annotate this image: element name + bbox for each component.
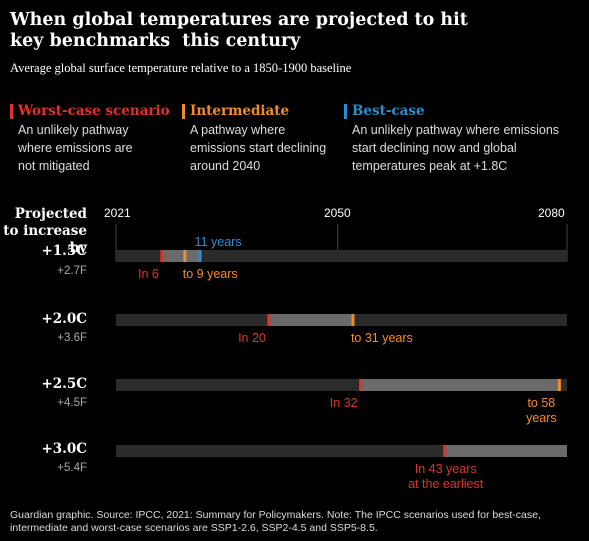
legend-swatch-best (344, 104, 347, 119)
x-tick-2050: 2050 (324, 206, 351, 220)
range-bar-row-2 (268, 314, 353, 326)
best-marker-row-1 (198, 250, 202, 262)
row-sublabel-3-6f: +3.6F (57, 332, 87, 344)
legend-swatch-intermediate (182, 104, 185, 119)
worst-marker-row-4 (443, 445, 447, 457)
annotation-worst-row-1: In 6 (138, 267, 159, 281)
annotation-worst-row-4: In 43 years at the earliest (408, 462, 484, 491)
annotation-intermediate-row-3: to 58 years (526, 396, 557, 425)
x-tick-2080: 2080 (538, 206, 565, 220)
row-label-3-0c: +3.0C (41, 441, 87, 457)
track-row-1 (116, 250, 567, 262)
intermediate-marker-row-3 (557, 379, 561, 391)
annotation-intermediate-row-2: to 31 years (351, 331, 413, 345)
row-header-projected: Projected to increase by (3, 206, 87, 256)
chart-title: When global temperatures are projected t… (10, 10, 474, 51)
legend-desc-best: An unlikely pathway where emissions star… (352, 123, 560, 173)
row-sublabel-4-5f: +4.5F (57, 397, 87, 409)
worst-marker-row-2 (267, 314, 271, 326)
x-tick-2021: 2021 (104, 206, 131, 220)
intermediate-marker-row-2 (351, 314, 355, 326)
row-sublabel-5-4f: +5.4F (57, 462, 87, 474)
legend-name-best: Best-case (352, 103, 425, 119)
range-bar-row-1 (161, 250, 201, 262)
legend-name-intermediate: Intermediate (190, 103, 290, 119)
legend-swatch-worst (10, 104, 13, 119)
row-sublabel-2-7f: +2.7F (57, 265, 87, 277)
annotation-worst-row-3: In 32 (330, 396, 358, 410)
legend-name-worst: Worst-case scenario (18, 103, 170, 119)
range-bar-row-3 (360, 379, 560, 391)
footer-note: Guardian graphic. Source: IPCC, 2021: Su… (10, 509, 541, 534)
chart-subtitle: Average global surface temperature relat… (10, 61, 352, 75)
annotation-intermediate-row-1: to 9 years (183, 267, 238, 281)
timeline-chart: 11 years In 6 to 9 years In 20 to 31 years In… (115, 224, 568, 491)
annotation-worst-row-2: In 20 (238, 331, 266, 345)
legend-desc-worst: An unlikely pathway where emissions are … (18, 123, 133, 173)
row-label-2-5c: +2.5C (41, 376, 87, 392)
legend-desc-intermediate: A pathway where emissions start declinin… (190, 123, 327, 173)
intermediate-marker-row-1 (183, 250, 187, 262)
annotation-best-row-1: 11 years (195, 235, 242, 249)
row-label-2-0c: +2.0C (41, 311, 87, 327)
worst-marker-row-3 (359, 379, 363, 391)
worst-marker-row-1 (160, 250, 164, 262)
row-label-1-5c: +1.5C (41, 243, 87, 259)
range-bar-row-4 (444, 445, 567, 457)
